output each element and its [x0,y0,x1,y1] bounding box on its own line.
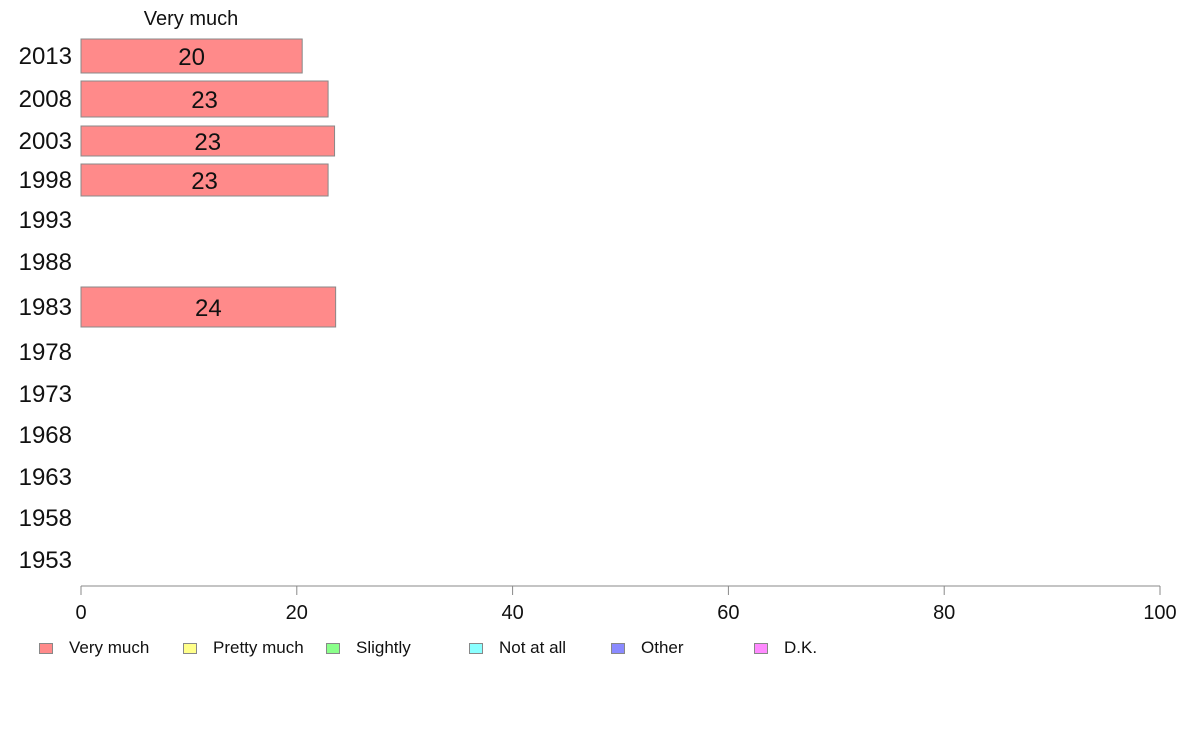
category-label-1978: 1978 [19,339,72,366]
legend-item-3: Not at all [469,638,566,658]
category-label-1968: 1968 [19,422,72,449]
legend-swatch [183,642,197,654]
legend-label: Not at all [499,638,567,657]
category-label-1958: 1958 [19,505,72,532]
category-label-1988: 1988 [19,249,72,276]
legend-swatch [611,642,625,654]
legend-swatch [39,642,53,654]
bar-2003-series-0 [80,125,336,157]
legend-item-4: Other [611,638,684,658]
legend-item-0: Very much [39,638,149,658]
category-label-1998: 1998 [19,167,72,194]
x-tick-label-0: 0 [75,602,86,624]
legend-label: Pretty much [213,638,304,657]
legend-swatch [326,642,340,654]
category-label-1983: 1983 [19,294,72,321]
legend-label: Other [641,638,684,657]
category-label-2013: 2013 [19,43,72,70]
category-label-1963: 1963 [19,464,72,491]
x-tick-label-100: 100 [1143,602,1176,624]
data-label-1998-series-0: 23 [191,168,218,195]
legend-swatch [469,642,483,654]
legend-swatch [754,642,768,654]
bar-2013-series-0 [80,38,303,74]
x-tick-label-40: 40 [501,602,523,624]
bar-2008-series-0 [80,80,329,118]
category-label-1973: 1973 [19,381,72,408]
column-header: Very much [144,8,238,30]
x-tick-label-80: 80 [933,602,955,624]
bar-1998-series-0 [80,163,329,197]
category-label-2003: 2003 [19,128,72,155]
legend-item-1: Pretty much [183,638,304,658]
category-label-1993: 1993 [19,207,72,234]
legend-label: Slightly [356,638,411,657]
legend-item-2: Slightly [326,638,411,658]
x-tick-label-60: 60 [717,602,739,624]
x-tick-label-20: 20 [286,602,308,624]
data-label-2013-series-0: 20 [178,44,205,71]
data-label-2003-series-0: 23 [194,129,221,156]
data-label-1983-series-0: 24 [195,295,222,322]
category-label-2008: 2008 [19,86,72,113]
legend-label: D.K. [784,638,818,657]
bar-1983-series-0 [80,286,337,328]
chart-legend: Very much Pretty much Slightly Not at all Ot… [0,638,1188,662]
data-label-2008-series-0: 23 [191,87,218,114]
legend-label: Very much [69,638,150,657]
legend-item-5: D.K. [754,638,817,658]
category-label-1953: 1953 [19,547,72,574]
